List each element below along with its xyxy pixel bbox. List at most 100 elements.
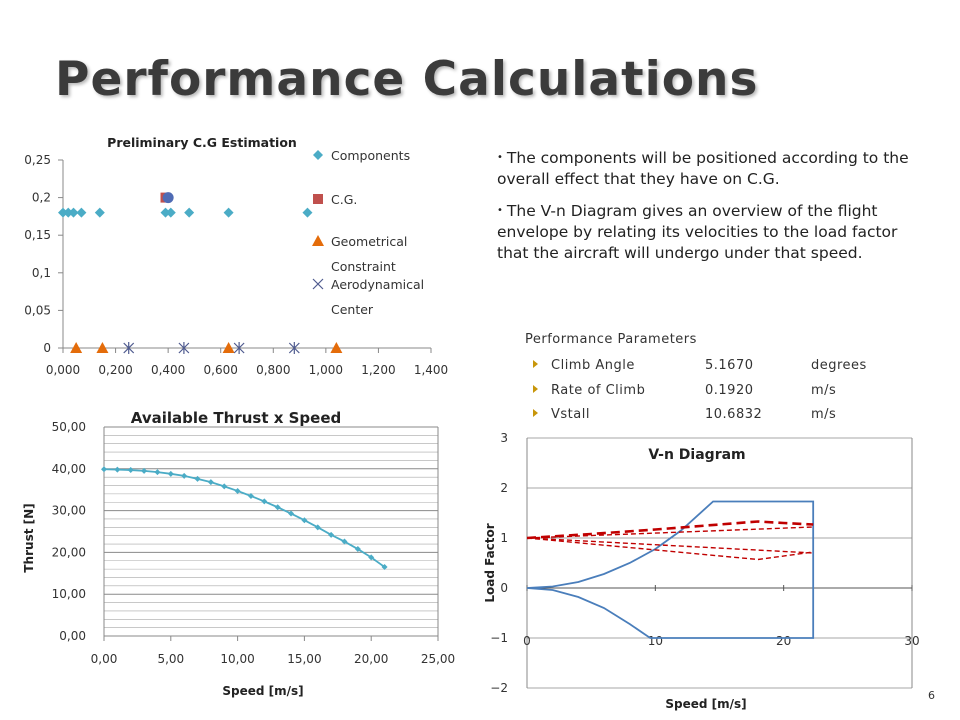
y-tick-label: 20,00 <box>52 545 86 559</box>
data-point <box>154 469 161 476</box>
y-tick-label: 0 <box>43 341 51 355</box>
x-tick-label: 1,000 <box>309 363 343 377</box>
data-point <box>162 192 174 204</box>
x-tick-label: 0,400 <box>151 363 185 377</box>
x-axis-label: Speed [m/s] <box>222 684 303 698</box>
y-tick-label: 2 <box>500 481 508 495</box>
legend-label: Geometrical Constraint <box>331 234 407 274</box>
data-point <box>261 498 268 505</box>
y-tick-label: 10,00 <box>52 587 86 601</box>
param-name: Rate of Climb <box>551 383 646 398</box>
data-point <box>184 207 195 218</box>
slide-title: Performance Calculations <box>55 52 759 107</box>
data-point <box>274 504 281 511</box>
data-point <box>123 342 135 354</box>
data-point <box>314 524 321 531</box>
y-tick-label: 0,05 <box>24 303 51 317</box>
data-point <box>222 342 235 353</box>
x-tick-label: 1,400 <box>414 363 448 377</box>
data-point <box>368 554 375 561</box>
x-tick-label: 25,00 <box>421 652 455 666</box>
data-point <box>58 207 68 218</box>
data-point <box>221 483 228 490</box>
bullet-item: • The V-n Diagram gives an overview of th… <box>497 202 898 262</box>
data-point <box>194 475 201 482</box>
thrust-speed-chart: Available Thrust x Speed 0,00 10,00 20,00 30… <box>22 409 455 698</box>
data-point <box>114 466 121 473</box>
param-unit: m/s <box>811 383 837 398</box>
y-tick-label: −1 <box>490 631 508 645</box>
param-value: 0.1920 <box>705 383 754 398</box>
y-tick-label: 30,00 <box>52 504 86 518</box>
y-tick-label: 50,00 <box>52 420 86 434</box>
data-point <box>223 207 234 218</box>
data-point <box>330 342 343 353</box>
y-tick-label: 0,1 <box>32 266 51 280</box>
y-tick-label: 0,2 <box>32 191 51 205</box>
data-point <box>76 207 87 218</box>
thrust-series-line <box>103 468 386 568</box>
data-point <box>247 492 254 499</box>
data-point <box>165 207 176 218</box>
y-tick-label: 0,25 <box>24 153 51 167</box>
x-tick-label: 30 <box>904 634 919 648</box>
data-point <box>301 517 308 524</box>
page-number: 6 <box>928 689 935 702</box>
y-axis-label: Thrust [N] <box>22 503 36 572</box>
data-point <box>167 470 174 477</box>
x-tick-label: 0,000 <box>46 363 80 377</box>
bullet-list: • The components will be positioned accor… <box>497 147 917 274</box>
performance-heading: Performance Parameters <box>525 332 697 347</box>
x-tick-label: 10,00 <box>220 652 254 666</box>
legend-label: Aerodynamical Center <box>331 277 424 317</box>
data-point <box>160 207 171 218</box>
x-tick-label: 20 <box>776 634 791 648</box>
y-tick-label: 40,00 <box>52 462 86 476</box>
y-tick-label: 0 <box>500 581 508 595</box>
y-tick-label: 0,00 <box>59 629 86 643</box>
chart-title: Available Thrust x Speed <box>131 409 341 427</box>
data-point <box>312 235 324 246</box>
data-point <box>127 467 134 474</box>
x-axis-label: Speed [m/s] <box>665 697 746 711</box>
param-name: Vstall <box>551 407 590 422</box>
data-point <box>328 531 335 538</box>
bullet-arrow-icon <box>533 409 538 417</box>
y-axis-label: Load Factor <box>483 523 497 602</box>
data-point <box>234 487 241 494</box>
data-point <box>381 564 388 571</box>
x-tick-label: 1,200 <box>361 363 395 377</box>
chart-title: V-n Diagram <box>648 447 745 463</box>
x-tick-label: 0,800 <box>256 363 290 377</box>
data-point <box>63 207 74 218</box>
flight-envelope-line <box>526 500 815 639</box>
gust-line <box>526 537 814 561</box>
legend-label: C.G. <box>331 192 357 207</box>
cg-estimation-chart: Preliminary C.G Estimation 0 0,05 0,1 0,15 0,… <box>24 135 448 377</box>
data-point <box>288 510 295 517</box>
data-point <box>96 342 109 353</box>
param-unit: degrees <box>811 358 867 373</box>
y-tick-label: 0,15 <box>24 228 51 242</box>
data-point <box>94 207 105 218</box>
gust-line <box>526 537 814 554</box>
data-point <box>313 194 323 204</box>
data-point <box>302 207 313 218</box>
legend-marker <box>312 278 324 290</box>
x-tick-label: 20,00 <box>354 652 388 666</box>
x-tick-label: 15,00 <box>287 652 321 666</box>
param-name: Climb Angle <box>551 358 635 373</box>
x-tick-label: 0,200 <box>98 363 132 377</box>
data-point <box>178 342 190 354</box>
param-value: 5.1670 <box>705 358 754 373</box>
data-point <box>288 342 300 354</box>
y-tick-label: 3 <box>500 431 508 445</box>
gust-line <box>526 520 814 540</box>
y-tick-label: 1 <box>500 531 508 545</box>
data-point <box>207 479 214 486</box>
x-tick-label: 0,600 <box>204 363 238 377</box>
bullet-arrow-icon <box>533 360 538 368</box>
data-point <box>313 150 323 160</box>
bullet-arrow-icon <box>533 385 538 393</box>
